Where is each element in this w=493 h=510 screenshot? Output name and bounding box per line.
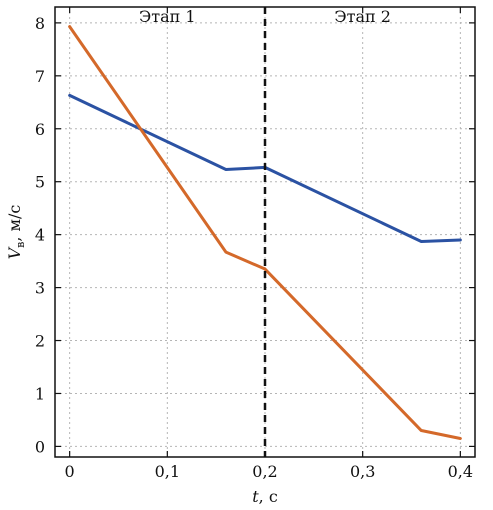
grid	[55, 7, 475, 457]
x-axis-title: t, c	[252, 487, 278, 506]
y-tick-label: 2	[35, 332, 45, 351]
stage-labels: Этап 1 Этап 2	[139, 7, 391, 26]
y-tick-label: 3	[35, 279, 45, 298]
y-tick-label: 1	[35, 384, 45, 403]
y-tick-label: 7	[35, 67, 45, 86]
x-tick-label: 0,2	[252, 462, 277, 481]
x-tick-label: 0,3	[350, 462, 375, 481]
x-tick-label: 0	[65, 462, 75, 481]
stage-label: Этап 1	[139, 7, 196, 26]
axis-ticks	[55, 7, 475, 457]
y-axis-title-unit: , м/с	[5, 205, 24, 242]
series-line-2	[68, 25, 462, 440]
y-tick-label: 6	[35, 120, 45, 139]
y-axis-title-subscript: в	[14, 242, 27, 248]
axis-labels: 0 0,1 0,2 0,3 0,4 0 1 2 3 4 5 6 7 8	[35, 14, 473, 481]
x-tick-label: 0,4	[448, 462, 473, 481]
y-tick-label: 5	[35, 173, 45, 192]
stage-label: Этап 2	[334, 7, 391, 26]
y-tick-label: 4	[35, 226, 45, 245]
x-tick-label: 0,1	[155, 462, 180, 481]
y-tick-label: 0	[35, 437, 45, 456]
y-tick-label: 8	[35, 14, 45, 33]
y-axis-title: Vв, м/с	[5, 205, 27, 260]
y-axis-title-symbol: V	[5, 246, 24, 259]
